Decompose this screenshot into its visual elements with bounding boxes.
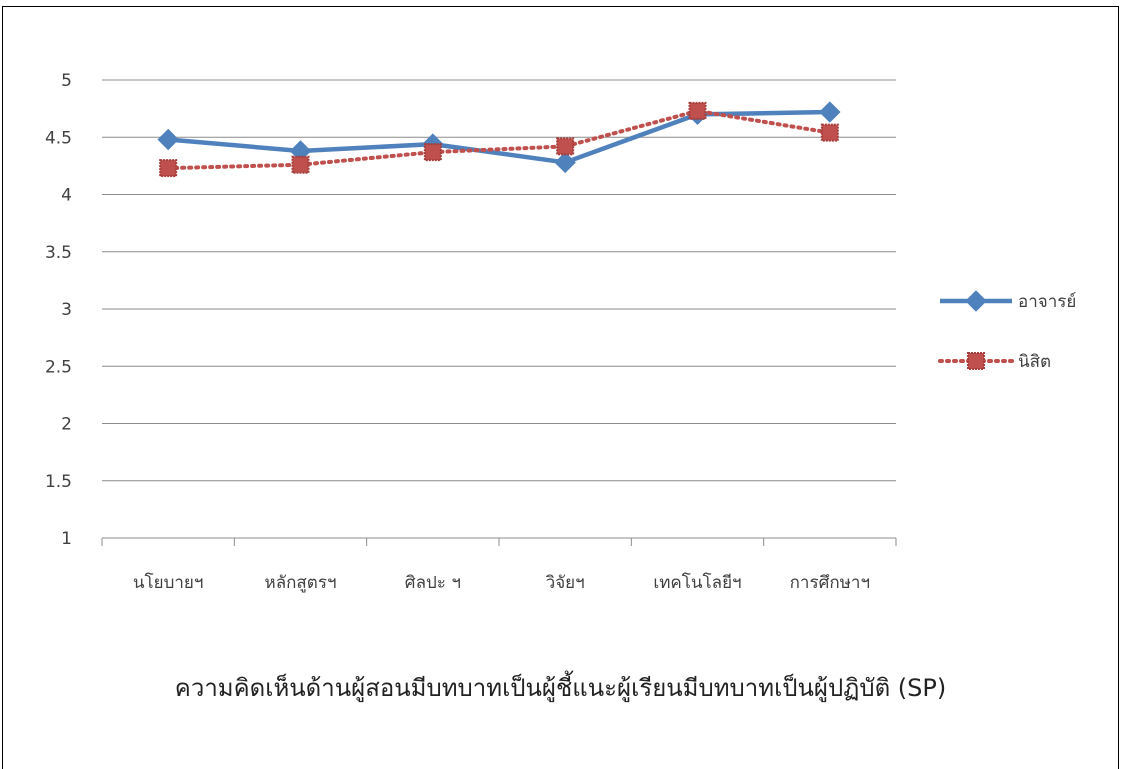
data-point-diamond <box>965 290 987 312</box>
legend: อาจารย์นิสิต <box>938 290 1076 372</box>
data-point-diamond <box>554 151 576 174</box>
data-point-square <box>423 143 442 162</box>
data-point-square <box>688 101 707 120</box>
data-point-diamond <box>819 101 841 123</box>
data-point-square <box>159 159 178 178</box>
series-2 <box>159 101 839 178</box>
x-tick-label: นโยบายฯ <box>133 572 204 593</box>
data-point-diamond <box>157 128 179 151</box>
legend-item: อาจารย์ <box>940 290 1076 312</box>
data-point-square <box>291 155 310 174</box>
y-tick-label: 4.5 <box>45 128 72 148</box>
x-tick-label: การศึกษาฯ <box>790 573 870 593</box>
y-tick-label: 4 <box>61 186 72 206</box>
chart-frame <box>2 6 1119 769</box>
chart-caption: ความคิดเห็นด้านผู้สอนมีบทบาทเป็นผู้ชี้แน… <box>174 674 947 702</box>
y-tick-label: 1 <box>61 529 72 549</box>
y-tick-label: 1.5 <box>45 472 72 492</box>
data-point-square <box>556 137 575 156</box>
y-tick-label: 2.5 <box>45 357 72 377</box>
x-tick-label: เทคโนโลยีฯ <box>653 572 741 593</box>
legend-item: นิสิต <box>938 352 1051 372</box>
data-point-square <box>967 352 985 370</box>
x-tick-label: วิจัยฯ <box>545 573 584 593</box>
y-tick-label: 5 <box>61 71 72 91</box>
line-chart: 1 1.5 2 2.5 3 3.5 4 4.5 5 นโยบายฯ หลักสูตรฯ ศิลปะ … <box>45 71 1076 593</box>
legend-label: อาจารย์ <box>1018 292 1076 312</box>
gridlines <box>102 79 896 482</box>
data-point-square <box>820 123 839 142</box>
y-tick-label: 2 <box>61 415 72 435</box>
series-line <box>167 109 830 165</box>
legend-label: นิสิต <box>1018 352 1051 372</box>
y-axis: 1 1.5 2 2.5 3 3.5 4 4.5 5 <box>45 71 72 549</box>
x-axis: นโยบายฯ หลักสูตรฯ ศิลปะ ฯ วิจัยฯ เทคโนโลยีฯ ก… <box>101 537 897 593</box>
y-tick-label: 3 <box>61 300 72 320</box>
series-line <box>166 108 832 171</box>
x-tick-label: ศิลปะ ฯ <box>405 573 461 593</box>
series-group <box>157 101 841 178</box>
y-tick-label: 3.5 <box>45 243 72 263</box>
x-tick-label: หลักสูตรฯ <box>264 573 336 593</box>
